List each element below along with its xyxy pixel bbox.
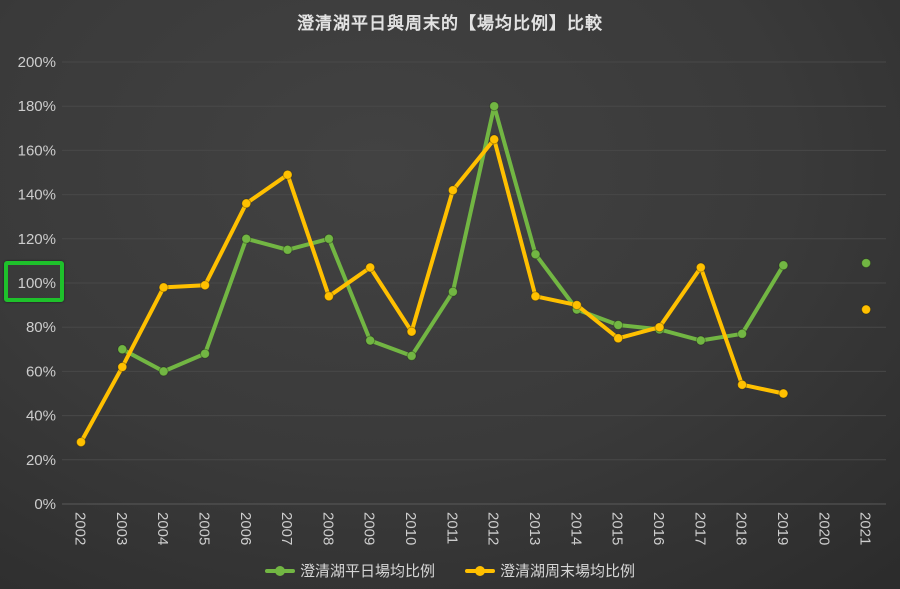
series-line-1: [81, 139, 866, 442]
y-axis-label: 20%: [26, 452, 56, 469]
y-axis-label: 120%: [18, 231, 56, 248]
data-point: [406, 326, 417, 337]
data-point: [158, 282, 169, 293]
chart-title: 澄清湖平日與周末的【場均比例】比較: [297, 14, 603, 33]
data-point: [489, 134, 500, 145]
data-point: [778, 260, 789, 271]
data-point: [76, 437, 86, 448]
data-point: [365, 335, 376, 346]
legend-item-weekend[interactable]: 澄清湖周末場均比例: [465, 560, 635, 581]
data-point: [737, 328, 748, 339]
data-point: [200, 280, 210, 291]
x-axis-label: 2009: [361, 512, 378, 545]
x-axis-label: 2014: [567, 512, 584, 545]
x-axis-label: 2003: [113, 512, 130, 545]
data-point: [200, 348, 210, 359]
data-point: [323, 291, 334, 302]
weekend-series-marker-icon: [465, 565, 495, 576]
x-axis-label: 2005: [195, 512, 212, 545]
x-axis-label: 2019: [774, 512, 791, 545]
data-point: [489, 101, 500, 112]
data-point: [282, 244, 293, 255]
data-point: [654, 322, 665, 333]
data-point: [695, 262, 706, 273]
x-axis-label: 2020: [815, 512, 832, 545]
x-axis-label: 2006: [237, 512, 254, 545]
x-axis-label: 2007: [278, 512, 295, 545]
x-axis-label: 2011: [443, 512, 460, 544]
data-point: [117, 362, 128, 372]
data-point: [571, 300, 582, 311]
data-point: [613, 333, 624, 344]
x-axis-label: 2002: [72, 512, 89, 545]
x-axis-label: 2004: [154, 512, 171, 545]
x-axis-label: 2018: [733, 512, 750, 545]
x-axis-label: 2017: [691, 512, 708, 545]
data-point: [323, 233, 334, 244]
data-point: [861, 304, 872, 315]
data-point: [530, 291, 541, 302]
x-axis-label: 2016: [650, 512, 667, 545]
data-point: [117, 344, 128, 355]
data-point: [365, 262, 376, 273]
y-axis-label: 40%: [26, 408, 56, 425]
legend: 澄清湖平日場均比例 澄清湖周末場均比例: [0, 560, 900, 581]
data-point: [406, 350, 417, 361]
legend-label-weekday: 澄清湖平日場均比例: [299, 563, 435, 580]
y-axis-label: 160%: [18, 142, 56, 159]
x-axis-label: 2015: [609, 512, 626, 545]
data-point: [778, 388, 789, 399]
y-axis-label: 80%: [26, 319, 56, 336]
legend-label-weekend: 澄清湖周末場均比例: [500, 563, 636, 580]
data-point: [447, 286, 458, 297]
y-axis-label: 0%: [34, 496, 56, 513]
y-axis-label: 60%: [26, 363, 56, 380]
data-point: [737, 379, 748, 390]
data-point: [695, 335, 706, 346]
y-axis-label: 140%: [18, 187, 56, 204]
data-point: [530, 249, 541, 260]
x-axis-label: 2010: [402, 512, 419, 545]
legend-item-weekday[interactable]: 澄清湖平日場均比例: [264, 560, 435, 581]
x-axis-label: 2012: [485, 512, 502, 545]
weekday-series-marker-icon: [264, 565, 295, 576]
y-axis-label: 200%: [18, 54, 56, 71]
data-point: [241, 233, 252, 244]
x-axis-label: 2021: [857, 512, 874, 545]
y-axis-label: 100%: [18, 275, 56, 292]
highlight-box-100-percent: [4, 261, 64, 302]
data-point: [282, 169, 293, 180]
data-point: [447, 185, 458, 196]
data-point: [613, 320, 624, 330]
x-axis-label: 2013: [526, 512, 543, 545]
data-point: [158, 366, 169, 377]
y-axis-label: 180%: [18, 98, 56, 115]
x-axis-label: 2008: [319, 512, 336, 545]
data-point: [241, 198, 252, 209]
data-point: [861, 258, 872, 269]
